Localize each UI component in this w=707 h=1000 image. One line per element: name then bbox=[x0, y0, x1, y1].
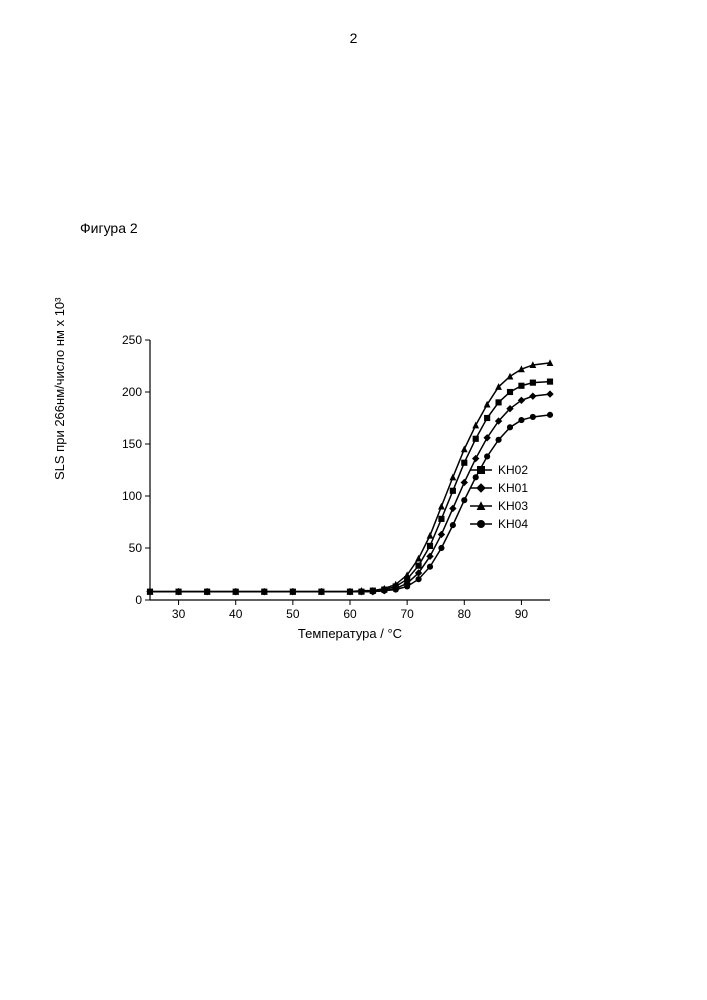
svg-text:70: 70 bbox=[400, 607, 414, 621]
svg-text:50: 50 bbox=[129, 541, 143, 555]
y-axis-label: SLS при 266нм/число нм x 10³ bbox=[52, 298, 67, 480]
chart-container: 30 40 50 60 70 80 90 0 50 100 150 200 250 Температура… bbox=[80, 330, 620, 650]
svg-text:KH02: KH02 bbox=[498, 463, 528, 477]
svg-text:100: 100 bbox=[122, 489, 142, 503]
page: { "page": { "number": "2" }, "figure": {… bbox=[0, 0, 707, 1000]
svg-text:40: 40 bbox=[229, 607, 243, 621]
figure-label: Фигура 2 bbox=[80, 220, 138, 236]
page-number: 2 bbox=[0, 30, 707, 46]
svg-text:90: 90 bbox=[515, 607, 529, 621]
svg-text:KH01: KH01 bbox=[498, 481, 528, 495]
svg-text:Температура / °C: Температура / °C bbox=[298, 626, 402, 641]
svg-text:200: 200 bbox=[122, 385, 142, 399]
svg-text:30: 30 bbox=[172, 607, 186, 621]
svg-text:0: 0 bbox=[135, 593, 142, 607]
svg-text:250: 250 bbox=[122, 333, 142, 347]
svg-text:KH04: KH04 bbox=[498, 517, 528, 531]
sls-vs-temperature-chart: 30 40 50 60 70 80 90 0 50 100 150 200 250 Температура… bbox=[80, 330, 620, 650]
svg-text:80: 80 bbox=[458, 607, 472, 621]
svg-text:150: 150 bbox=[122, 437, 142, 451]
svg-text:60: 60 bbox=[343, 607, 357, 621]
svg-text:50: 50 bbox=[286, 607, 300, 621]
svg-text:KH03: KH03 bbox=[498, 499, 528, 513]
